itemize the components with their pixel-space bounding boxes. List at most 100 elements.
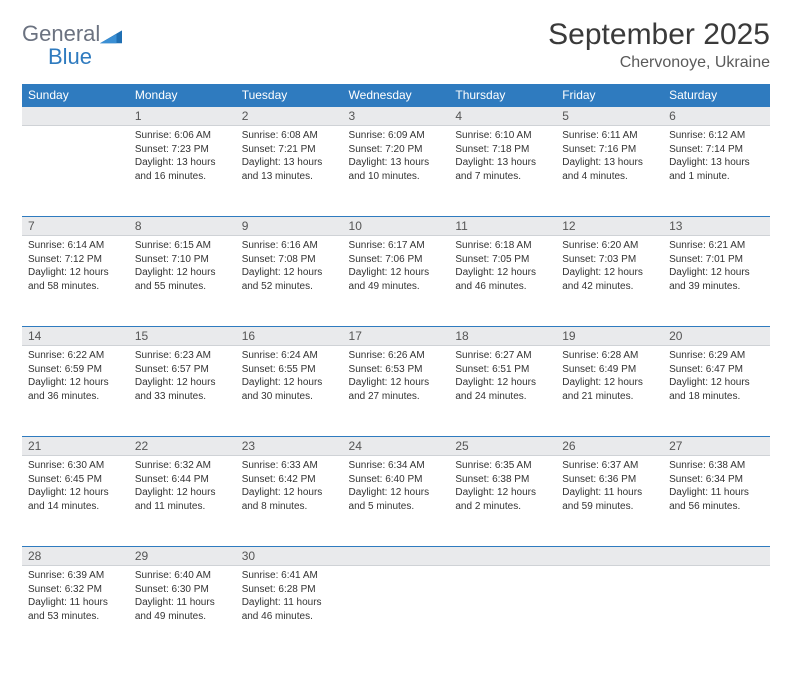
sunset-text: Sunset: 7:16 PM (562, 143, 657, 157)
sunrise-text: Sunrise: 6:28 AM (562, 349, 657, 363)
weekday-header-row: Sunday Monday Tuesday Wednesday Thursday… (22, 84, 770, 107)
day-number: 9 (236, 217, 343, 236)
day-cell-body: Sunrise: 6:33 AMSunset: 6:42 PMDaylight:… (236, 456, 343, 519)
day-cell: Sunrise: 6:21 AMSunset: 7:01 PMDaylight:… (663, 236, 770, 327)
day-cell: Sunrise: 6:11 AMSunset: 7:16 PMDaylight:… (556, 126, 663, 217)
sunset-text: Sunset: 6:42 PM (242, 473, 337, 487)
brand-logo: General Blue (22, 18, 122, 68)
daynum-row: 14151617181920 (22, 327, 770, 346)
sunrise-text: Sunrise: 6:06 AM (135, 129, 230, 143)
weekday-header: Monday (129, 84, 236, 107)
day-number (343, 547, 450, 566)
day-number: 27 (663, 437, 770, 456)
sunset-text: Sunset: 7:18 PM (455, 143, 550, 157)
day-cell-body: Sunrise: 6:24 AMSunset: 6:55 PMDaylight:… (236, 346, 343, 409)
sunrise-text: Sunrise: 6:24 AM (242, 349, 337, 363)
sunset-text: Sunset: 6:30 PM (135, 583, 230, 597)
sunset-text: Sunset: 6:28 PM (242, 583, 337, 597)
day-cell: Sunrise: 6:17 AMSunset: 7:06 PMDaylight:… (343, 236, 450, 327)
sunset-text: Sunset: 6:55 PM (242, 363, 337, 377)
daylight-text: Daylight: 12 hours and 49 minutes. (349, 266, 444, 293)
sunset-text: Sunset: 6:49 PM (562, 363, 657, 377)
sunrise-text: Sunrise: 6:39 AM (28, 569, 123, 583)
day-number (22, 107, 129, 126)
sunrise-text: Sunrise: 6:17 AM (349, 239, 444, 253)
sunset-text: Sunset: 7:03 PM (562, 253, 657, 267)
day-number: 15 (129, 327, 236, 346)
sunset-text: Sunset: 7:12 PM (28, 253, 123, 267)
daylight-text: Daylight: 11 hours and 49 minutes. (135, 596, 230, 623)
sunset-text: Sunset: 7:08 PM (242, 253, 337, 267)
header: General Blue September 2025 Chervonoye, … (22, 18, 770, 72)
sunrise-text: Sunrise: 6:32 AM (135, 459, 230, 473)
daylight-text: Daylight: 13 hours and 13 minutes. (242, 156, 337, 183)
daylight-text: Daylight: 12 hours and 46 minutes. (455, 266, 550, 293)
sunrise-text: Sunrise: 6:34 AM (349, 459, 444, 473)
brand-line2: Blue (48, 45, 122, 68)
daylight-text: Daylight: 12 hours and 42 minutes. (562, 266, 657, 293)
daylight-text: Daylight: 12 hours and 36 minutes. (28, 376, 123, 403)
daylight-text: Daylight: 11 hours and 46 minutes. (242, 596, 337, 623)
week-row: Sunrise: 6:22 AMSunset: 6:59 PMDaylight:… (22, 346, 770, 437)
day-number: 4 (449, 107, 556, 126)
day-cell: Sunrise: 6:22 AMSunset: 6:59 PMDaylight:… (22, 346, 129, 437)
daylight-text: Daylight: 13 hours and 16 minutes. (135, 156, 230, 183)
day-cell-body: Sunrise: 6:16 AMSunset: 7:08 PMDaylight:… (236, 236, 343, 299)
day-cell: Sunrise: 6:16 AMSunset: 7:08 PMDaylight:… (236, 236, 343, 327)
daylight-text: Daylight: 13 hours and 1 minute. (669, 156, 764, 183)
sunrise-text: Sunrise: 6:33 AM (242, 459, 337, 473)
daylight-text: Daylight: 12 hours and 5 minutes. (349, 486, 444, 513)
day-cell (22, 126, 129, 217)
daylight-text: Daylight: 12 hours and 24 minutes. (455, 376, 550, 403)
day-number: 13 (663, 217, 770, 236)
daylight-text: Daylight: 12 hours and 27 minutes. (349, 376, 444, 403)
day-number: 26 (556, 437, 663, 456)
daylight-text: Daylight: 12 hours and 14 minutes. (28, 486, 123, 513)
day-cell: Sunrise: 6:15 AMSunset: 7:10 PMDaylight:… (129, 236, 236, 327)
day-cell: Sunrise: 6:40 AMSunset: 6:30 PMDaylight:… (129, 566, 236, 657)
day-cell: Sunrise: 6:38 AMSunset: 6:34 PMDaylight:… (663, 456, 770, 547)
day-cell: Sunrise: 6:28 AMSunset: 6:49 PMDaylight:… (556, 346, 663, 437)
day-cell (663, 566, 770, 657)
day-cell: Sunrise: 6:20 AMSunset: 7:03 PMDaylight:… (556, 236, 663, 327)
weekday-header: Saturday (663, 84, 770, 107)
day-number: 6 (663, 107, 770, 126)
daylight-text: Daylight: 12 hours and 11 minutes. (135, 486, 230, 513)
day-cell-body: Sunrise: 6:14 AMSunset: 7:12 PMDaylight:… (22, 236, 129, 299)
weekday-header: Wednesday (343, 84, 450, 107)
sunset-text: Sunset: 6:45 PM (28, 473, 123, 487)
day-number: 17 (343, 327, 450, 346)
week-row: Sunrise: 6:14 AMSunset: 7:12 PMDaylight:… (22, 236, 770, 327)
daynum-row: 21222324252627 (22, 437, 770, 456)
sunset-text: Sunset: 7:23 PM (135, 143, 230, 157)
day-cell: Sunrise: 6:34 AMSunset: 6:40 PMDaylight:… (343, 456, 450, 547)
sunset-text: Sunset: 6:36 PM (562, 473, 657, 487)
sunset-text: Sunset: 6:38 PM (455, 473, 550, 487)
sunrise-text: Sunrise: 6:23 AM (135, 349, 230, 363)
sunrise-text: Sunrise: 6:15 AM (135, 239, 230, 253)
sunset-text: Sunset: 6:40 PM (349, 473, 444, 487)
day-cell: Sunrise: 6:32 AMSunset: 6:44 PMDaylight:… (129, 456, 236, 547)
day-cell-body: Sunrise: 6:20 AMSunset: 7:03 PMDaylight:… (556, 236, 663, 299)
daylight-text: Daylight: 12 hours and 2 minutes. (455, 486, 550, 513)
sunrise-text: Sunrise: 6:27 AM (455, 349, 550, 363)
daylight-text: Daylight: 11 hours and 53 minutes. (28, 596, 123, 623)
sunrise-text: Sunrise: 6:37 AM (562, 459, 657, 473)
day-number: 1 (129, 107, 236, 126)
day-cell-body: Sunrise: 6:26 AMSunset: 6:53 PMDaylight:… (343, 346, 450, 409)
day-cell-body: Sunrise: 6:30 AMSunset: 6:45 PMDaylight:… (22, 456, 129, 519)
day-number: 5 (556, 107, 663, 126)
week-row: Sunrise: 6:39 AMSunset: 6:32 PMDaylight:… (22, 566, 770, 657)
day-cell (343, 566, 450, 657)
sunrise-text: Sunrise: 6:38 AM (669, 459, 764, 473)
sunrise-text: Sunrise: 6:35 AM (455, 459, 550, 473)
day-number: 30 (236, 547, 343, 566)
sunrise-text: Sunrise: 6:40 AM (135, 569, 230, 583)
daynum-row: 78910111213 (22, 217, 770, 236)
sunrise-text: Sunrise: 6:30 AM (28, 459, 123, 473)
sunset-text: Sunset: 6:44 PM (135, 473, 230, 487)
sunset-text: Sunset: 6:32 PM (28, 583, 123, 597)
day-cell-body: Sunrise: 6:29 AMSunset: 6:47 PMDaylight:… (663, 346, 770, 409)
sunrise-text: Sunrise: 6:11 AM (562, 129, 657, 143)
day-number (556, 547, 663, 566)
